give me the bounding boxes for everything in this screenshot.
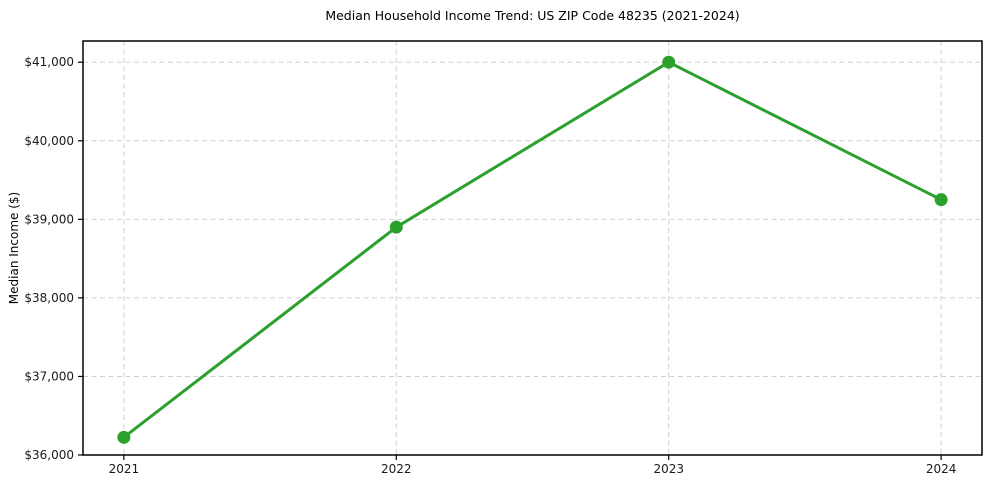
y-tick-label: $40,000: [24, 134, 74, 148]
y-tick-label: $38,000: [24, 291, 74, 305]
data-point-2024: [934, 193, 948, 207]
data-point-2022: [389, 220, 403, 234]
chart-title: Median Household Income Trend: US ZIP Co…: [325, 8, 740, 23]
income-trend-line: [122, 60, 943, 439]
data-point-2021: [117, 430, 131, 444]
x-tick-label: 2023: [653, 462, 684, 476]
axes-box: [82, 40, 983, 456]
y-tick-label: $37,000: [24, 369, 74, 383]
y-tick-label: $36,000: [24, 448, 74, 462]
x-tick-label: 2022: [381, 462, 412, 476]
x-tick-label: 2021: [109, 462, 140, 476]
data-point-2023: [662, 55, 676, 69]
x-tick-label: 2024: [926, 462, 957, 476]
y-tick-label: $39,000: [24, 212, 74, 226]
y-tick-label: $41,000: [24, 55, 74, 69]
